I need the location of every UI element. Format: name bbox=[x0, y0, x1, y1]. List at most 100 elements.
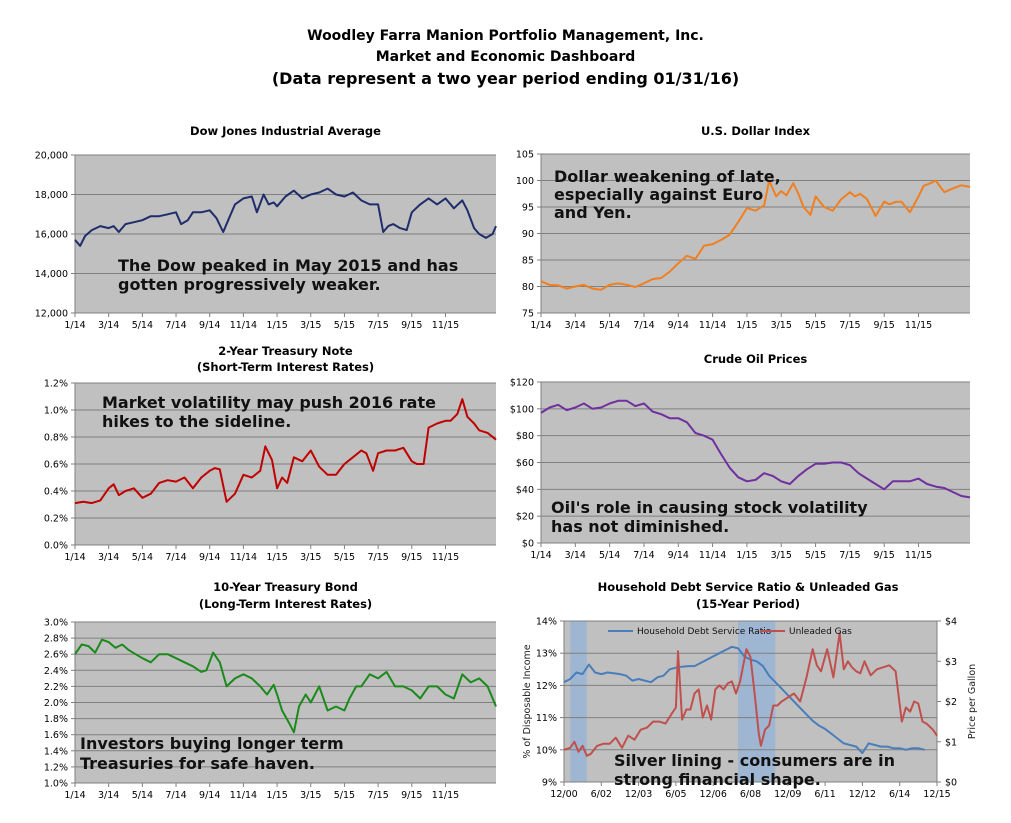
y-tick-label: 75 bbox=[522, 309, 534, 320]
y-tick-label: 1.2% bbox=[44, 379, 68, 390]
x-tick-label: 11/14 bbox=[699, 550, 726, 561]
x-tick-label: 7/14 bbox=[165, 552, 186, 563]
y2-axis-label: Price per Gallon bbox=[967, 664, 978, 739]
x-tick-label: 3/15 bbox=[771, 320, 792, 331]
x-tick-label: 7/14 bbox=[633, 550, 654, 561]
series-line-unleaded-gas bbox=[563, 632, 938, 757]
chart-title: Dow Jones Industrial Average bbox=[190, 124, 381, 138]
x-tick-label: 12/03 bbox=[625, 789, 652, 800]
x-tick-label: 9/15 bbox=[401, 790, 422, 801]
series-line-crude-oil-bbl- bbox=[540, 399, 971, 499]
x-tick-label: 5/14 bbox=[599, 550, 620, 561]
y-tick-label: 16,000 bbox=[35, 230, 68, 241]
chart-title: Household Debt Service Ratio & Unleaded … bbox=[598, 580, 899, 594]
chart-annotation: hikes to the sideline. bbox=[102, 412, 291, 431]
x-tick-label: 7/14 bbox=[165, 320, 186, 331]
chart-annotation: Investors buying longer term bbox=[80, 734, 344, 753]
chart-title: (15-Year Period) bbox=[696, 597, 800, 611]
x-tick-label: 5/15 bbox=[334, 552, 355, 563]
x-tick-label: 11/14 bbox=[230, 552, 257, 563]
recession-shade bbox=[738, 621, 776, 782]
y2-tick-label: $2 bbox=[945, 697, 957, 708]
chart-annotation: especially against Euro bbox=[554, 185, 763, 204]
series-line-dow-jones-industrial-average bbox=[74, 187, 497, 247]
x-tick-label: 5/14 bbox=[132, 552, 153, 563]
y-tick-label: $20 bbox=[516, 512, 534, 523]
x-tick-label: 6/05 bbox=[665, 789, 686, 800]
x-tick-label: 1/14 bbox=[530, 320, 551, 331]
y-tick-label: 18,000 bbox=[35, 190, 68, 201]
x-tick-label: 5/15 bbox=[334, 790, 355, 801]
y-tick-label: 1.4% bbox=[44, 746, 68, 757]
x-tick-label: 7/14 bbox=[633, 320, 654, 331]
x-tick-label: 12/00 bbox=[550, 789, 577, 800]
firm-name: Woodley Farra Manion Portfolio Managemen… bbox=[307, 28, 704, 44]
y-tick-label: 90 bbox=[522, 229, 534, 240]
x-tick-label: 9/14 bbox=[199, 552, 220, 563]
y-tick-label: 1.8% bbox=[44, 714, 68, 725]
chart-title: (Long-Term Interest Rates) bbox=[199, 597, 372, 611]
y-tick-label: 0.8% bbox=[44, 433, 68, 444]
x-tick-label: 3/15 bbox=[300, 790, 321, 801]
y-tick-label: 2.6% bbox=[44, 650, 68, 661]
y-tick-label: 1.0% bbox=[44, 779, 68, 790]
x-tick-label: 11/15 bbox=[432, 552, 459, 563]
y-tick-label: 10% bbox=[536, 745, 557, 756]
x-tick-label: 7/15 bbox=[367, 790, 388, 801]
x-tick-label: 11/15 bbox=[905, 550, 932, 561]
y-tick-label: $100 bbox=[510, 404, 534, 415]
chart-title: U.S. Dollar Index bbox=[701, 124, 811, 138]
chart-title: 10-Year Treasury Bond bbox=[213, 580, 358, 594]
series-line-2-year-treasury-yield- bbox=[74, 398, 497, 505]
chart-annotation: Market volatility may push 2016 rate bbox=[102, 393, 436, 412]
x-tick-label: 9/15 bbox=[874, 550, 895, 561]
chart-title: 2-Year Treasury Note bbox=[218, 344, 353, 358]
x-tick-label: 7/15 bbox=[367, 320, 388, 331]
chart-annotation: Oil's role in causing stock volatility bbox=[551, 498, 868, 517]
series-line-10-year-treasury-yield- bbox=[74, 638, 497, 734]
x-tick-label: 3/15 bbox=[300, 552, 321, 563]
y-tick-label: $40 bbox=[516, 485, 534, 496]
x-tick-label: 5/14 bbox=[599, 320, 620, 331]
x-tick-label: 9/14 bbox=[199, 790, 220, 801]
y-tick-label: 9% bbox=[542, 778, 557, 789]
x-tick-label: 3/15 bbox=[300, 320, 321, 331]
x-tick-label: 6/11 bbox=[814, 789, 835, 800]
x-tick-label: 11/15 bbox=[905, 320, 932, 331]
chart-annotation: The Dow peaked in May 2015 and has bbox=[118, 256, 458, 275]
y-tick-label: 2.0% bbox=[44, 698, 68, 709]
x-tick-label: 1/14 bbox=[530, 550, 551, 561]
x-tick-label: 9/14 bbox=[668, 320, 689, 331]
dashboard-header: Woodley Farra Manion Portfolio Managemen… bbox=[0, 26, 1011, 89]
chart-annotation: and Yen. bbox=[554, 203, 632, 222]
x-tick-label: 12/15 bbox=[923, 789, 950, 800]
x-tick-label: 3/14 bbox=[98, 790, 119, 801]
y-tick-label: 1.2% bbox=[44, 762, 68, 773]
y-tick-label: 14% bbox=[536, 617, 557, 628]
y-tick-label: 11% bbox=[536, 713, 557, 724]
y-tick-label: 2.8% bbox=[44, 634, 68, 645]
x-tick-label: 5/15 bbox=[334, 320, 355, 331]
y-tick-label: $80 bbox=[516, 431, 534, 442]
y-tick-label: 2.4% bbox=[44, 666, 68, 677]
x-tick-label: 1/15 bbox=[266, 320, 287, 331]
y2-tick-label: $1 bbox=[945, 737, 957, 748]
y-tick-label: 80 bbox=[522, 282, 534, 293]
x-tick-label: 5/14 bbox=[132, 790, 153, 801]
x-tick-label: 3/15 bbox=[771, 550, 792, 561]
x-tick-label: 6/02 bbox=[591, 789, 612, 800]
x-tick-label: 7/15 bbox=[367, 552, 388, 563]
x-tick-label: 9/14 bbox=[199, 320, 220, 331]
x-tick-label: 9/14 bbox=[668, 550, 689, 561]
legend-label: Unleaded Gas bbox=[789, 627, 852, 637]
x-tick-label: 12/06 bbox=[700, 789, 727, 800]
y-axis-label: % of Disposable Income bbox=[522, 644, 533, 758]
y-tick-label: 12% bbox=[536, 681, 557, 692]
x-tick-label: 11/14 bbox=[230, 790, 257, 801]
x-tick-label: 5/15 bbox=[805, 320, 826, 331]
y-tick-label: 0.4% bbox=[44, 487, 68, 498]
legend-label: Household Debt Service Ratio bbox=[637, 627, 772, 637]
